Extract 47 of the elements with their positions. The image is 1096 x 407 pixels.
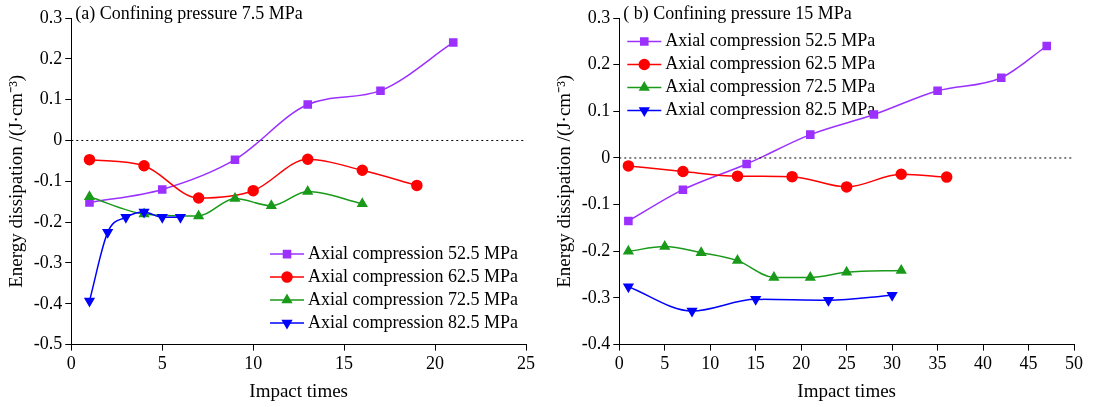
y-tick-label: 0	[53, 129, 63, 150]
y-tick-label: -0.3	[581, 286, 611, 307]
y-tick-label: 0.3	[587, 6, 611, 27]
y-tick-label: 0	[601, 146, 611, 167]
x-tick-label: 45	[1019, 353, 1038, 374]
x-tick-label: 10	[701, 353, 720, 374]
y-tick-label: -0.3	[33, 251, 63, 272]
x-tick-label: 25	[837, 353, 856, 374]
y-tick-label: 0.1	[39, 88, 63, 109]
legend-label: Axial compression 72.5 MPa	[665, 76, 876, 97]
x-tick-label: 5	[660, 353, 670, 374]
x-tick-label: 50	[1065, 353, 1083, 374]
y-tick-label: 0.1	[587, 100, 611, 121]
legend-label: Axial compression 52.5 MPa	[308, 242, 519, 263]
chart-title: (a) Confining pressure 7.5 MPa	[75, 2, 303, 24]
x-tick-label: 15	[746, 353, 765, 374]
y-tick-label: -0.4	[33, 292, 63, 313]
x-axis-title: Impact times	[249, 379, 348, 401]
y-tick-label: -0.1	[581, 193, 611, 214]
x-tick-label: 30	[883, 353, 902, 374]
y-axis-title: Energy dissipation /(J·cm⁻³)	[553, 74, 576, 288]
chart-title: ( b) Confining pressure 15 MPa	[623, 2, 852, 24]
x-tick-label: 20	[426, 353, 445, 374]
legend-label: Axial compression 62.5 MPa	[665, 53, 876, 74]
y-tick-label: -0.2	[581, 240, 611, 261]
legend-label: Axial compression 72.5 MPa	[308, 288, 519, 309]
y-axis-title: Energy dissipation /(J·cm⁻³)	[5, 74, 28, 288]
x-axis-title: Impact times	[797, 379, 896, 401]
x-tick-label: 40	[974, 353, 993, 374]
y-tick-label: 0.2	[39, 47, 63, 68]
y-tick-label: -0.4	[581, 333, 611, 354]
x-tick-label: 15	[335, 353, 354, 374]
x-tick-label: 0	[614, 353, 624, 374]
y-tick-label: -0.2	[33, 210, 63, 231]
x-tick-label: 25	[517, 353, 535, 374]
y-tick-label: 0.2	[587, 53, 611, 74]
legend-label: Axial compression 62.5 MPa	[308, 265, 519, 286]
y-tick-label: 0.3	[39, 6, 63, 27]
legend-label: Axial compression 52.5 MPa	[665, 30, 876, 51]
x-tick-label: 20	[792, 353, 811, 374]
x-tick-label: 10	[244, 353, 263, 374]
x-tick-label: 35	[928, 353, 947, 374]
y-tick-label: -0.5	[33, 333, 63, 354]
x-tick-label: 0	[66, 353, 76, 374]
legend-label: Axial compression 82.5 MPa	[308, 311, 519, 332]
x-tick-label: 5	[157, 353, 167, 374]
y-tick-label: -0.1	[33, 170, 63, 191]
